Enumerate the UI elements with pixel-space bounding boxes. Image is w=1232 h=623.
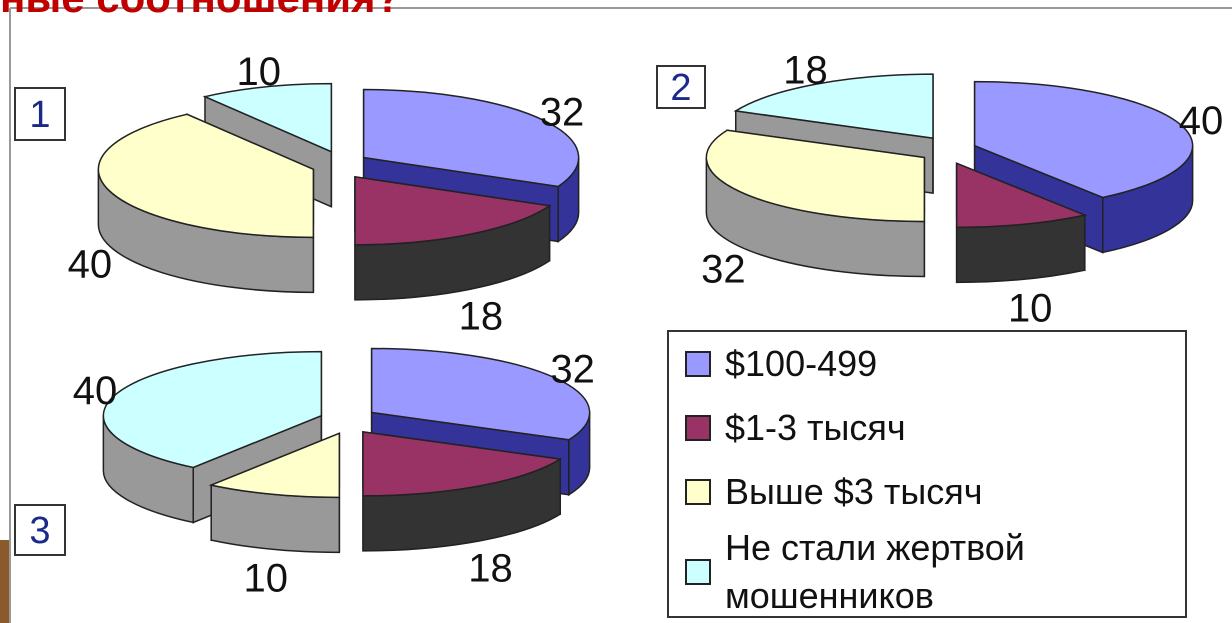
slice-top bbox=[362, 88, 580, 188]
data-label: 32 bbox=[550, 348, 595, 392]
legend-label: Выше $3 тысяч bbox=[725, 471, 983, 512]
legend-label: $100-499 bbox=[725, 343, 878, 384]
slide-decoration bbox=[0, 540, 10, 623]
slice-top bbox=[733, 73, 934, 140]
data-label: 18 bbox=[783, 49, 828, 93]
chart-label: 1 bbox=[29, 94, 50, 136]
data-label: 40 bbox=[68, 242, 113, 286]
legend-entry: $1-3 тысяч bbox=[685, 404, 1185, 452]
slice-top bbox=[705, 129, 926, 223]
pie-slice bbox=[705, 129, 926, 278]
slice-top bbox=[202, 82, 333, 153]
slice-top bbox=[354, 175, 552, 246]
pie-slice bbox=[362, 430, 563, 552]
data-label: 32 bbox=[540, 90, 585, 134]
data-label: 10 bbox=[236, 50, 281, 94]
data-label: 40 bbox=[1179, 99, 1224, 143]
chart-label-box bbox=[656, 65, 706, 109]
data-label: 40 bbox=[73, 369, 118, 413]
page-title: ные соотношения? bbox=[0, 0, 401, 21]
legend: $100-499 $1-3 тысяч Выше $3 тысяч Не стали … bbox=[667, 330, 1187, 618]
slice-top bbox=[955, 162, 1088, 229]
slice-top bbox=[973, 80, 1194, 199]
slice-top bbox=[208, 432, 341, 499]
data-label: 10 bbox=[1008, 286, 1053, 330]
chart-label: 2 bbox=[670, 67, 691, 109]
data-label: 18 bbox=[468, 546, 513, 590]
legend-swatch bbox=[685, 351, 711, 377]
slice-top bbox=[102, 350, 323, 469]
data-label: 10 bbox=[244, 556, 289, 600]
legend-label: Не стали жертвой мошенников bbox=[725, 527, 1025, 616]
chart-label-box bbox=[14, 87, 66, 141]
slice-top bbox=[370, 347, 591, 441]
pie-slice bbox=[955, 162, 1088, 284]
chart-label-box bbox=[14, 504, 66, 556]
legend-entry: $100-499 bbox=[685, 340, 1185, 388]
legend-label: $1-3 тысяч bbox=[725, 407, 906, 448]
slice-top bbox=[362, 430, 563, 497]
pie-slice bbox=[97, 113, 315, 294]
legend-swatch bbox=[685, 559, 711, 585]
chart-label: 3 bbox=[29, 510, 50, 552]
data-label: 32 bbox=[701, 247, 746, 291]
slice-top bbox=[97, 113, 315, 239]
legend-swatch bbox=[685, 479, 711, 505]
pie-slice bbox=[208, 432, 341, 554]
data-label: 18 bbox=[459, 295, 504, 339]
pie-slice bbox=[354, 175, 552, 301]
legend-entry: Выше $3 тысяч bbox=[685, 468, 1185, 516]
legend-entry: Не стали жертвой мошенников bbox=[685, 524, 1185, 620]
legend-swatch bbox=[685, 415, 711, 441]
